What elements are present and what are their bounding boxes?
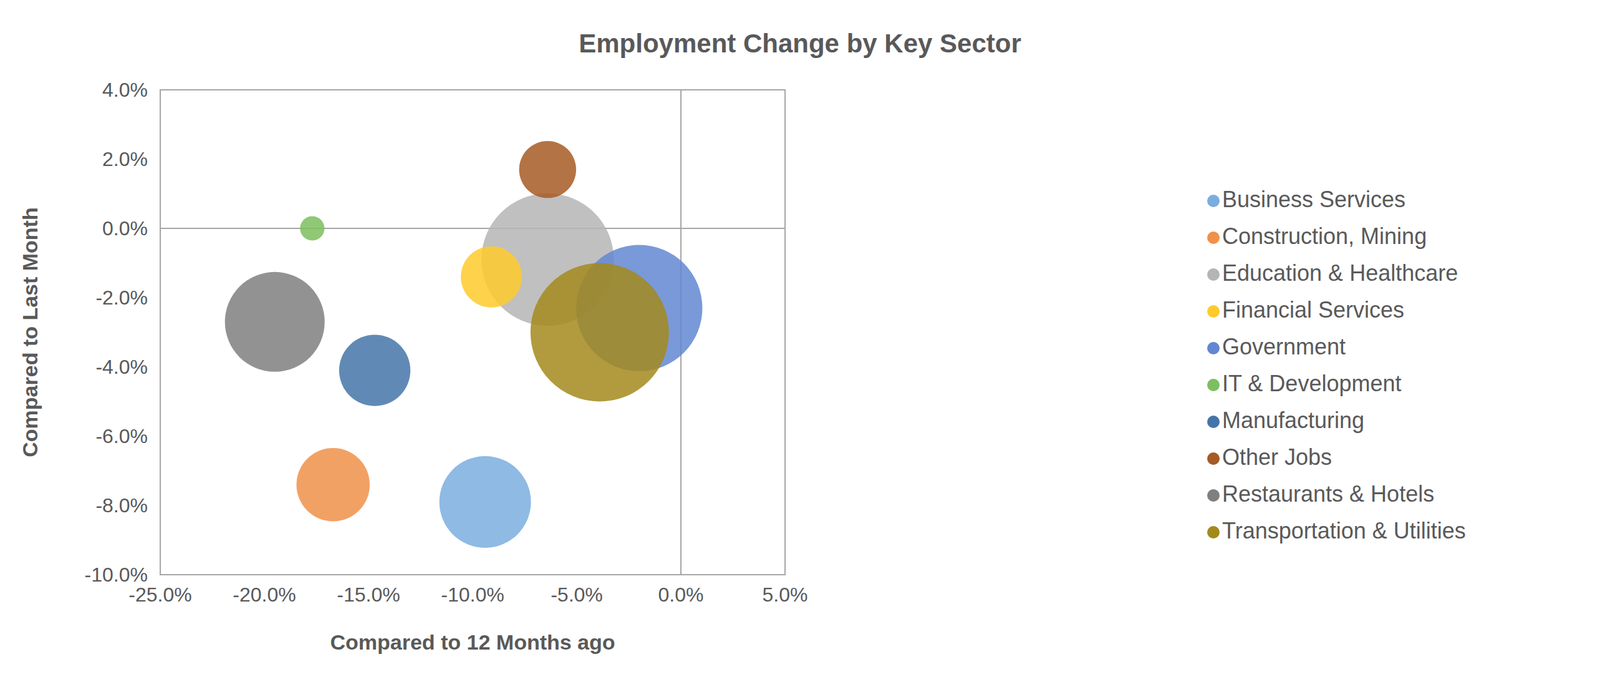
html-text:Other Jobs: Other Jobs <box>1222 443 1332 470</box>
html-text:Business Services: Business Services <box>1222 186 1406 213</box>
svg-text:Compared to Last Month: Compared to Last Month <box>18 207 42 457</box>
svg-text:-8.0%: -8.0% <box>95 493 148 517</box>
html-text:Government: Government <box>1222 333 1346 360</box>
html-text:Education & Healthcare: Education & Healthcare <box>1222 260 1458 286</box>
svg-text:-10.0%: -10.0% <box>440 583 504 606</box>
svg-text:0.0%: 0.0% <box>102 216 148 240</box>
svg-text:-6.0%: -6.0% <box>95 424 148 448</box>
svg-text:Compared to 12 Months ago: Compared to 12 Months ago <box>329 629 615 654</box>
html-text:IT & Development: IT & Development <box>1222 370 1402 396</box>
svg-text:-10.0%: -10.0% <box>84 563 148 586</box>
svg-text:-4.0%: -4.0% <box>95 355 148 378</box>
svg-text:2.0%: 2.0% <box>102 147 148 171</box>
svg-text:-5.0%: -5.0% <box>550 583 603 606</box>
html-text:Construction, Mining: Construction, Mining <box>1222 223 1427 249</box>
svg-text:-20.0%: -20.0% <box>232 583 296 606</box>
html-text:Employment Change by Key Secto: Employment Change by Key Sector <box>578 28 1022 58</box>
svg-text:-2.0%: -2.0% <box>95 286 148 309</box>
svg-text:-15.0%: -15.0% <box>336 583 400 606</box>
html-text:Manufacturing: Manufacturing <box>1222 407 1365 433</box>
svg-text:0.0%: 0.0% <box>658 583 704 606</box>
svg-text:4.0%: 4.0% <box>102 78 148 102</box>
html-text:Transportation & Utilities: Transportation & Utilities <box>1222 517 1466 544</box>
html-text:Financial Services: Financial Services <box>1222 296 1405 323</box>
svg-text:5.0%: 5.0% <box>762 583 809 606</box>
html-text:Restaurants & Hotels: Restaurants & Hotels <box>1222 480 1435 507</box>
svg-text:-25.0%: -25.0% <box>128 583 192 606</box>
